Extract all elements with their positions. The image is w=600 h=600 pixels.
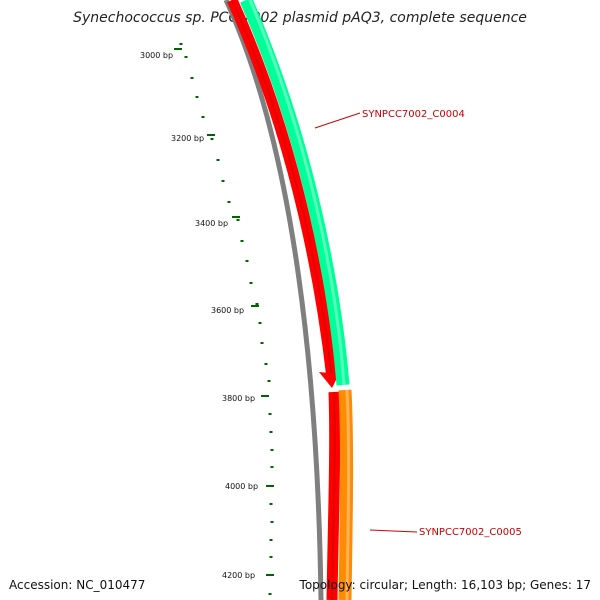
map-title: Synechococcus sp. PCC 7002 plasmid pAQ3,…: [73, 10, 527, 26]
tick-label: 4000 bp: [225, 482, 258, 491]
gene-arc-synpcc7002-c0005[interactable]: [338, 389, 354, 600]
scale-ticks: [174, 43, 274, 595]
topology-summary: Topology: circular; Length: 16,103 bp; G…: [299, 578, 591, 592]
forward-gene-arrowhead: [319, 372, 339, 388]
accession-text: Accession: NC_010477: [9, 578, 146, 592]
forward-gene-arc[interactable]: [326, 391, 341, 600]
tick-label: 3200 bp: [171, 134, 204, 143]
gene-label-leader-c0005: [369, 529, 418, 533]
gene-arc-synpcc7002-c0004[interactable]: [240, 0, 350, 386]
tick-label: 3600 bp: [211, 306, 244, 315]
outer-track-genes[interactable]: [240, 0, 354, 600]
tick-label: 3400 bp: [195, 219, 228, 228]
gene-label-synpcc7002-c0004[interactable]: SYNPCC7002_C0004: [362, 109, 465, 120]
tick-label: 3800 bp: [222, 394, 255, 403]
plasmid-backbone: [223, 0, 324, 600]
tick-label: 4200 bp: [222, 571, 255, 580]
scale-tick-labels: 3000 bp 3200 bp 3400 bp 3600 bp 3800 bp 4000 …: [140, 51, 258, 580]
gene-label-leader-c0004: [314, 112, 361, 129]
forward-gene-arc[interactable]: [226, 0, 338, 379]
forward-strand-genes[interactable]: [226, 0, 341, 600]
gene-label-synpcc7002-c0005[interactable]: SYNPCC7002_C0005: [419, 527, 522, 538]
tick-label: 3000 bp: [140, 51, 173, 60]
